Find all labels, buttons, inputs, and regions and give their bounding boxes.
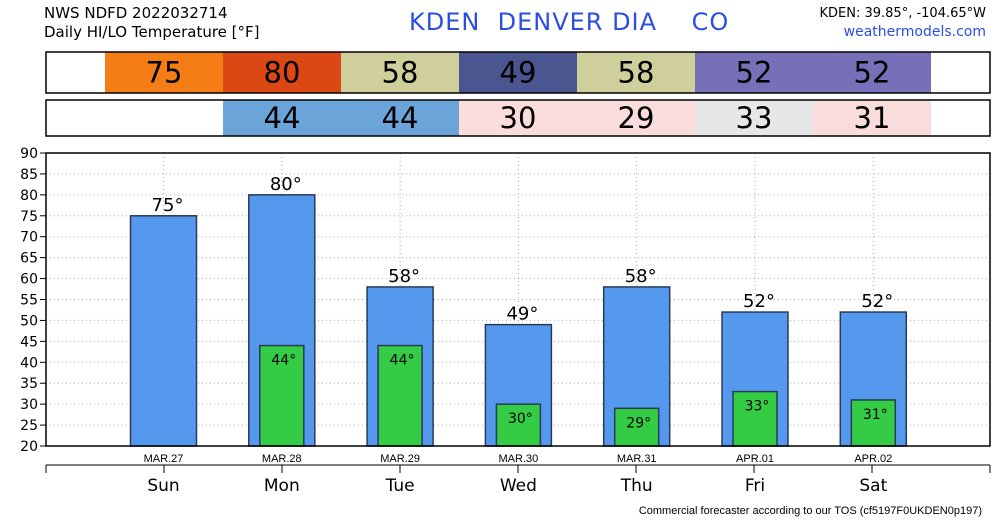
day-label: Thu: [620, 476, 653, 496]
lo-bar: [732, 390, 778, 447]
lo-strip-cell: [695, 100, 813, 136]
y-tick-label: 65: [20, 251, 38, 267]
day-label: Mon: [264, 476, 300, 496]
coords-label: KDEN: 39.85°, -104.65°W: [819, 6, 987, 21]
day-label: Tue: [385, 476, 415, 496]
hi-strip-cell: [105, 52, 223, 93]
hi-bar-label: 52°: [743, 291, 775, 312]
lo-bar-label: 30°: [508, 411, 533, 427]
y-tick-label: 55: [20, 293, 38, 309]
lo-strip-value: 44: [382, 101, 419, 135]
hi-strip-value: 75: [146, 56, 183, 90]
y-tick-label: 50: [20, 313, 38, 329]
hi-strip-value: 52: [854, 56, 891, 90]
day-label: Sun: [147, 476, 179, 496]
lo-strip-cell: [223, 100, 341, 136]
y-tick-label: 45: [20, 334, 38, 350]
footer-note: Commercial forecaster according to our T…: [639, 505, 982, 517]
hi-strip-cell: [931, 52, 990, 93]
hi-strip-value: 58: [618, 56, 655, 90]
lo-bar-label: 44°: [390, 353, 415, 369]
hi-bar-label: 80°: [270, 174, 302, 195]
product-label: Daily HI/LO Temperature [°F]: [44, 23, 260, 41]
lo-strip-value: 31: [854, 101, 891, 135]
date-label: MAR.29: [380, 453, 420, 465]
hi-strip-cell: [341, 52, 459, 93]
lo-strip-value: 29: [618, 101, 655, 135]
y-tick-label: 60: [20, 272, 38, 288]
y-tick-label: 75: [20, 209, 38, 225]
lo-strip-cell: [46, 100, 105, 136]
hi-strip-cell: [695, 52, 813, 93]
chart-axes: 20 25 30 35 40 45 50 55 60 65 70 75 80 85 90 MAR.27 Sun M…: [20, 146, 991, 496]
lo-bar: [613, 407, 660, 447]
hi-strip-cell: [223, 52, 341, 93]
date-label: MAR.30: [499, 453, 539, 465]
hi-strip-value: 52: [736, 56, 773, 90]
lo-strip-cell: [931, 100, 990, 136]
source-label: NWS NDFD 2022032714: [44, 4, 228, 22]
site-link[interactable]: weathermodels.com: [843, 24, 986, 40]
station-title: KDEN DENVER DIA CO: [409, 8, 730, 36]
hi-bar: [129, 215, 198, 447]
lo-bar-label: 44°: [271, 353, 296, 369]
hi-bar-label: 58°: [388, 266, 420, 287]
chart-bars: 75° 80° 44° 58° 44° 49° 30° 58° 29° 52° 33° 52° 31°: [129, 174, 908, 447]
header-right: KDEN: 39.85°, -104.65°W weathermodels.co…: [820, 4, 987, 42]
lo-strip-cell: [813, 100, 931, 136]
hi-strip-value: 58: [382, 56, 419, 90]
y-tick-label: 20: [20, 439, 38, 455]
hi-strip-value: 80: [264, 56, 301, 90]
date-label: APR.02: [854, 453, 892, 465]
day-label: Fri: [745, 476, 765, 496]
date-label: MAR.27: [144, 453, 184, 465]
y-tick-label: 30: [20, 397, 38, 413]
lo-bar-label: 29°: [626, 415, 651, 431]
hi-strip-cell: [577, 52, 695, 93]
day-label: Wed: [500, 476, 537, 496]
date-label: MAR.31: [617, 453, 657, 465]
lo-strip-value: 33: [736, 101, 773, 135]
hi-strip-cell: [46, 52, 105, 93]
hi-bar-label: 75°: [152, 195, 184, 216]
hi-strip-cell: [813, 52, 931, 93]
date-label: APR.01: [736, 453, 774, 465]
lo-bar-label: 33°: [745, 399, 770, 415]
y-tick-label: 70: [20, 230, 38, 246]
y-tick-label: 80: [20, 188, 38, 204]
lo-strip-cell: [577, 100, 695, 136]
y-tick-label: 85: [20, 167, 38, 183]
y-tick-label: 35: [20, 376, 38, 392]
header-left: NWS NDFD 2022032714 Daily HI/LO Temperat…: [44, 4, 260, 42]
lo-bar: [259, 344, 305, 447]
hi-strip-border: [45, 51, 991, 94]
hi-bar-label: 52°: [861, 291, 893, 312]
lo-strip-cell: [459, 100, 577, 136]
y-tick-label: 25: [20, 418, 38, 434]
lo-strip-value: 30: [500, 101, 537, 135]
hi-bar-label: 58°: [625, 266, 657, 287]
hi-strip-cell: [459, 52, 577, 93]
lo-bar-label: 31°: [863, 407, 888, 423]
lo-bar: [495, 403, 542, 447]
lo-bar: [377, 344, 423, 447]
lo-strip-value: 44: [264, 101, 301, 135]
y-tick-label: 90: [20, 146, 38, 162]
lo-strip-border: [45, 99, 991, 137]
y-tick-label: 40: [20, 355, 38, 371]
lo-strip-cell: [341, 100, 459, 136]
plot-frame: [45, 152, 991, 447]
hi-bar-label: 49°: [506, 304, 538, 325]
value-strips: 75 80 58 49 58 52 52 44 44 30 29 33 31: [45, 51, 991, 137]
day-label: Sat: [859, 476, 887, 496]
hi-strip-value: 49: [500, 56, 537, 90]
date-label: MAR.28: [262, 453, 302, 465]
lo-strip-cell: [105, 100, 223, 136]
